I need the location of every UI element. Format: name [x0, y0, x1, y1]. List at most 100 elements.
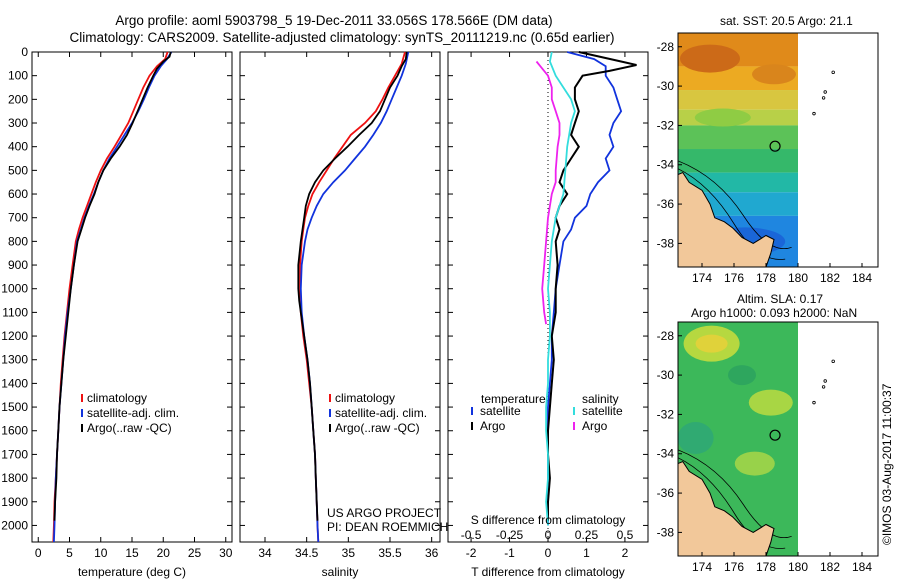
island — [812, 400, 816, 405]
x-tick-label: 5 — [66, 546, 73, 560]
sst-map-frame — [677, 32, 879, 268]
depth-contour — [678, 449, 792, 538]
x-tick-label: 25 — [188, 546, 202, 560]
credit-line-1: US ARGO PROJECT — [327, 506, 442, 520]
sla-patch — [728, 365, 756, 386]
sst-map-field — [678, 33, 798, 267]
x2-tick-label: -0.25 — [496, 528, 524, 542]
x-tick-label: 15 — [125, 546, 139, 560]
credit-line-2: PI: DEAN ROEMMICH — [327, 520, 448, 534]
new-zealand-land — [678, 460, 775, 556]
x-tick-label: 2 — [622, 546, 629, 560]
map-y-tick-label: -38 — [657, 525, 675, 539]
y-tick-label: 600 — [8, 187, 28, 201]
sst-map — [677, 32, 879, 268]
y-tick-label: 1000 — [1, 282, 28, 296]
sst-float-marker — [769, 140, 781, 152]
map-x-tick-label: 176 — [724, 271, 744, 285]
y-tick-label: 700 — [8, 211, 28, 225]
series-line-argo-raw-qc- — [297, 51, 408, 521]
x-tick-label: -2 — [466, 546, 477, 560]
map-y-tick-label: -32 — [657, 407, 675, 421]
sst-patch — [752, 64, 796, 85]
sla-patch — [695, 334, 728, 353]
legend-label: Argo — [480, 419, 506, 433]
sla-map-field — [678, 322, 798, 556]
x-tick-label: 35 — [342, 546, 356, 560]
x2-tick-label: 0 — [545, 528, 552, 542]
series-line-satellite-adj-clim- — [53, 51, 173, 543]
sla-map-title-line-2: Argo h1000: 0.093 h2000: NaN — [691, 306, 858, 320]
x2-tick-label: 0.5 — [617, 528, 634, 542]
map-x-tick-label: 184 — [852, 560, 872, 574]
map-y-tick-label: -32 — [657, 118, 675, 132]
island — [823, 90, 827, 94]
x-tick-label: 10 — [94, 546, 108, 560]
map-x-tick-label: 174 — [692, 271, 712, 285]
y-tick-label: 200 — [8, 92, 28, 106]
map-y-tick-label: -36 — [657, 197, 675, 211]
sla-map — [677, 321, 879, 557]
legend-label: satellite — [480, 404, 521, 418]
map-x-tick-label: 180 — [788, 271, 808, 285]
sla-patch — [748, 389, 793, 416]
island — [821, 385, 826, 389]
panel-3-x2label: S difference from climatology — [471, 513, 626, 527]
sst-band — [678, 90, 798, 110]
series-line-argo-salinity- — [535, 60, 561, 325]
y-tick-label: 1700 — [1, 447, 28, 461]
map-y-tick-label: -28 — [657, 329, 675, 343]
y-tick-label: 0 — [21, 45, 28, 59]
map-y-tick-label: -30 — [657, 79, 675, 93]
map-y-tick-label: -34 — [657, 447, 675, 461]
panel-3-xlabel: T difference from climatology — [471, 565, 625, 579]
map-y-tick-label: -30 — [657, 368, 675, 382]
x2-tick-label: 0.25 — [575, 528, 599, 542]
series-line-satellite — [547, 51, 623, 526]
map-x-tick-label: 176 — [724, 560, 744, 574]
sst-patch — [680, 44, 740, 73]
y-tick-label: 1100 — [2, 305, 28, 319]
imos-timestamp: ©IMOS 03-Aug-2017 11:00:37 — [880, 383, 894, 545]
sst-no-data-area — [798, 33, 878, 267]
y-tick-label: 2000 — [1, 518, 28, 532]
depth-contour — [678, 160, 792, 249]
island — [812, 111, 816, 116]
y-tick-label: 300 — [8, 116, 28, 130]
island — [831, 70, 835, 75]
sla-map-frame — [677, 321, 879, 557]
sst-band — [678, 125, 798, 150]
legend-label: Argo(..raw -QC) — [335, 421, 420, 435]
island — [831, 359, 835, 364]
series-line-argo — [547, 51, 637, 521]
map-x-tick-label: 184 — [852, 271, 872, 285]
y-tick-label: 400 — [8, 140, 28, 154]
sst-band — [678, 149, 798, 173]
y-tick-label: 1900 — [1, 495, 28, 509]
y-tick-label: 1400 — [1, 376, 28, 390]
y-tick-label: 1200 — [1, 329, 28, 343]
y-tick-label: 1600 — [1, 424, 28, 438]
sla-map-title-line-1: Altim. SLA: 0.17 — [737, 292, 824, 306]
x-tick-label: 36 — [425, 546, 439, 560]
y-tick-label: 1500 — [1, 400, 28, 414]
island — [821, 96, 826, 100]
legend-label: satellite-adj. clim. — [335, 406, 427, 420]
sst-map-title: sat. SST: 20.5 Argo: 21.1 — [720, 14, 853, 28]
map-x-tick-label: 182 — [820, 271, 840, 285]
map-y-tick-label: -34 — [657, 158, 675, 172]
map-x-tick-label: 180 — [788, 560, 808, 574]
legend-label: satellite-adj. clim. — [87, 406, 179, 420]
x-tick-label: 35.5 — [378, 546, 402, 560]
x2-tick-label: -0.5 — [461, 528, 482, 542]
y-tick-label: 500 — [8, 163, 28, 177]
legend-label: Argo(..raw -QC) — [87, 421, 172, 435]
x-tick-label: -1 — [504, 546, 515, 560]
panel-1-xlabel: temperature (deg C) — [78, 565, 186, 579]
x-tick-label: 0 — [545, 546, 552, 560]
map-y-tick-label: -28 — [657, 40, 675, 54]
map-y-tick-label: -36 — [657, 486, 675, 500]
x-tick-label: 34 — [258, 546, 272, 560]
sst-patch — [694, 108, 751, 127]
